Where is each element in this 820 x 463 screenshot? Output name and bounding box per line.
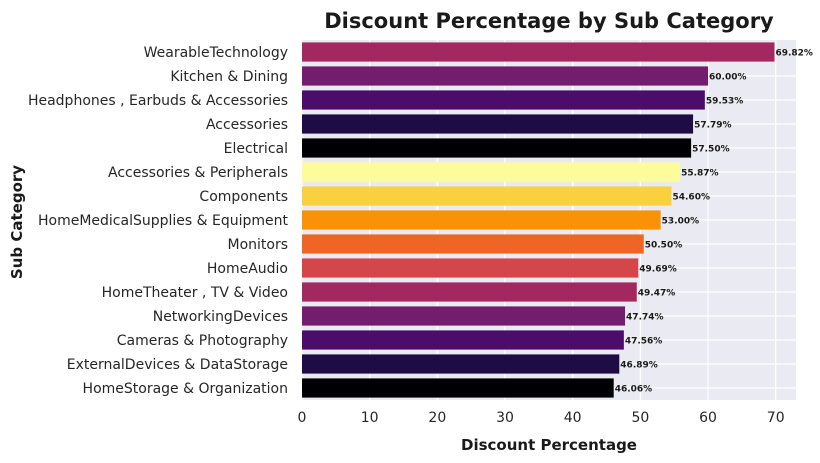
y-tick-label: Electrical bbox=[224, 141, 288, 157]
bar bbox=[302, 378, 614, 398]
y-tick-label: ExternalDevices & DataStorage bbox=[67, 357, 288, 373]
data-label: 60.00% bbox=[709, 73, 747, 83]
bar bbox=[302, 42, 775, 62]
y-tick-label: NetworkingDevices bbox=[153, 309, 288, 325]
chart-title: Discount Percentage by Sub Category bbox=[324, 9, 774, 33]
y-tick-labels: WearableTechnology Kitchen & Dining Headph… bbox=[28, 45, 289, 397]
data-label: 46.89% bbox=[620, 361, 658, 371]
y-tick-label: Cameras & Photography bbox=[117, 333, 288, 349]
x-tick-label: 30 bbox=[496, 410, 514, 426]
bar bbox=[302, 354, 620, 374]
y-tick-label: HomeAudio bbox=[207, 261, 288, 277]
bar bbox=[302, 210, 661, 230]
data-label: 47.56% bbox=[625, 337, 663, 347]
y-tick-label: Monitors bbox=[227, 237, 288, 253]
x-tick-label: 20 bbox=[428, 410, 446, 426]
data-label: 49.69% bbox=[639, 265, 677, 275]
data-label: 50.50% bbox=[645, 241, 683, 251]
bar bbox=[302, 258, 639, 278]
bar bbox=[302, 186, 672, 206]
y-tick-label: Accessories bbox=[206, 117, 288, 133]
y-tick-label: Kitchen & Dining bbox=[170, 69, 288, 85]
x-axis-title: Discount Percentage bbox=[461, 436, 637, 454]
x-tick-label: 70 bbox=[767, 410, 785, 426]
data-label: 55.87% bbox=[681, 169, 719, 179]
y-tick-label: HomeTheater , TV & Video bbox=[102, 285, 288, 301]
data-label: 57.50% bbox=[692, 145, 730, 155]
data-label: 46.06% bbox=[615, 385, 653, 395]
data-label: 54.60% bbox=[672, 193, 710, 203]
data-label: 49.47% bbox=[638, 289, 676, 299]
bar bbox=[302, 234, 644, 254]
y-tick-label: Components bbox=[199, 189, 288, 205]
y-tick-label: WearableTechnology bbox=[144, 45, 288, 61]
data-label: 59.53% bbox=[706, 97, 744, 107]
bar bbox=[302, 138, 692, 158]
bar bbox=[302, 90, 705, 110]
data-label: 69.82% bbox=[775, 49, 813, 59]
bar bbox=[302, 282, 637, 302]
y-tick-label: HomeMedicalSupplies & Equipment bbox=[38, 213, 289, 229]
data-label: 47.74% bbox=[626, 313, 664, 323]
data-label: 57.79% bbox=[694, 121, 732, 131]
x-tick-label: 50 bbox=[631, 410, 649, 426]
x-tick-label: 40 bbox=[564, 410, 582, 426]
bar bbox=[302, 306, 626, 326]
x-tick-labels: 0 10 20 30 40 50 60 70 bbox=[298, 410, 785, 426]
y-tick-label: Accessories & Peripherals bbox=[108, 165, 288, 181]
y-axis-title: Sub Category bbox=[8, 165, 26, 279]
data-labels: 69.82% 60.00% 59.53% 57.79% 57.50% 55.87% 54.6… bbox=[615, 49, 813, 395]
bar bbox=[302, 66, 709, 86]
data-label: 53.00% bbox=[662, 217, 700, 227]
bars bbox=[302, 42, 775, 398]
x-tick-label: 0 bbox=[298, 410, 307, 426]
y-tick-label: Headphones , Earbuds & Accessories bbox=[28, 93, 288, 109]
bar bbox=[302, 114, 694, 134]
bar bbox=[302, 330, 624, 350]
bar bbox=[302, 162, 681, 182]
x-tick-label: 60 bbox=[699, 410, 717, 426]
y-tick-label: HomeStorage & Organization bbox=[83, 381, 288, 397]
x-tick-label: 10 bbox=[361, 410, 379, 426]
